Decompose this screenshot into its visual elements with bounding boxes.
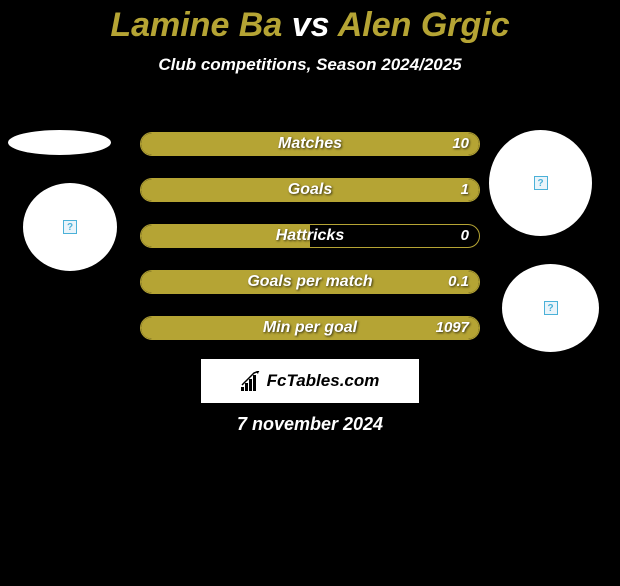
bar-value: 10 (452, 133, 469, 155)
image-placeholder-icon: ? (544, 301, 558, 315)
decorative-ellipse-top-left (8, 130, 111, 155)
image-placeholder-icon: ? (63, 220, 77, 234)
attribution-text: FcTables.com (267, 371, 380, 391)
fctables-logo-icon (241, 371, 263, 391)
bar-row-matches: Matches 10 (140, 132, 480, 156)
bar-row-min-per-goal: Min per goal 1097 (140, 316, 480, 340)
bar-label: Goals per match (141, 271, 479, 293)
subtitle: Club competitions, Season 2024/2025 (0, 55, 620, 75)
player-photo-top-right: ? (489, 130, 592, 236)
date-label: 7 november 2024 (0, 414, 620, 435)
bar-label: Hattricks (141, 225, 479, 247)
bar-row-hattricks: Hattricks 0 (140, 224, 480, 248)
bar-value: 0.1 (448, 271, 469, 293)
attribution-badge: FcTables.com (201, 359, 419, 403)
bar-label: Matches (141, 133, 479, 155)
bar-label: Goals (141, 179, 479, 201)
comparison-title: Lamine Ba vs Alen Grgic (0, 6, 620, 45)
bar-label: Min per goal (141, 317, 479, 339)
player2-name: Alen Grgic (338, 6, 510, 44)
player1-name: Lamine Ba (110, 6, 282, 44)
image-placeholder-icon: ? (534, 176, 548, 190)
player-photo-left: ? (23, 183, 117, 271)
bar-row-goals: Goals 1 (140, 178, 480, 202)
bar-value: 0 (461, 225, 469, 247)
bar-value: 1097 (436, 317, 469, 339)
vs-separator: vs (282, 6, 337, 44)
player-photo-bottom-right: ? (502, 264, 599, 352)
stats-bars: Matches 10 Goals 1 Hattricks 0 Goals per… (140, 132, 480, 362)
attribution-inner: FcTables.com (241, 371, 380, 391)
bar-value: 1 (461, 179, 469, 201)
bar-row-goals-per-match: Goals per match 0.1 (140, 270, 480, 294)
